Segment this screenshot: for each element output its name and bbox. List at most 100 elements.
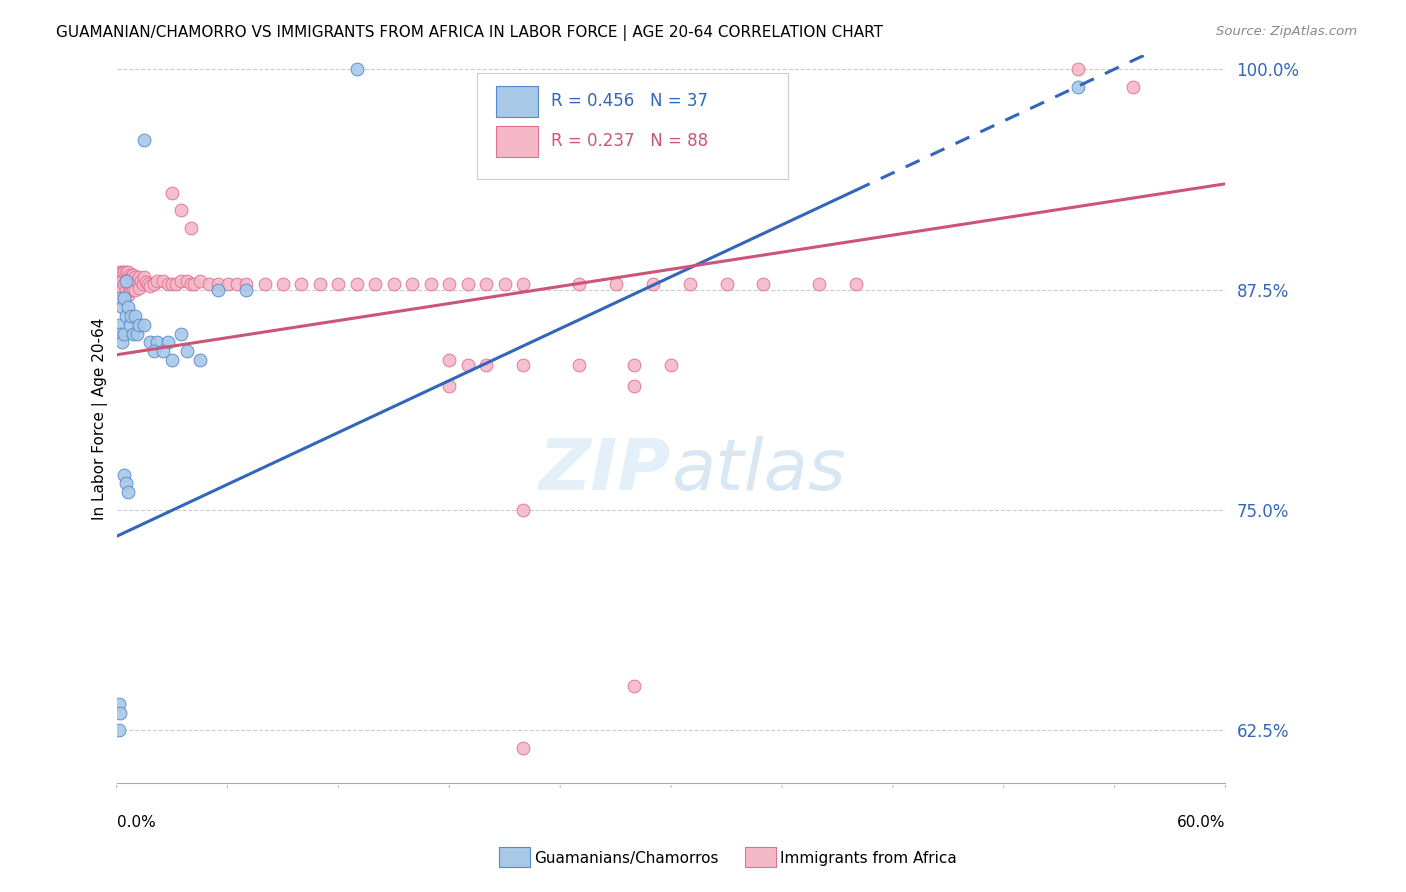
Point (146, 335, 169, 350)
Point (117, 288, 139, 302)
Point (512, 503, 534, 517)
Point (120, 270, 142, 285)
Point (139, 279, 162, 293)
Point (170, 274, 193, 288)
Point (225, 277, 247, 292)
Point (1066, 62, 1088, 77)
Point (112, 265, 135, 279)
Point (623, 359, 645, 373)
Point (107, 274, 129, 288)
Point (475, 277, 498, 292)
Point (157, 335, 180, 350)
Point (207, 277, 229, 292)
Point (623, 379, 645, 393)
Point (122, 326, 145, 341)
Point (235, 283, 257, 297)
Point (110, 706, 132, 720)
Point (152, 274, 174, 288)
Point (124, 270, 146, 285)
Point (807, 277, 830, 292)
Point (180, 220, 202, 235)
Point (419, 277, 441, 292)
Point (328, 277, 350, 292)
Text: R = 0.456   N = 37: R = 0.456 N = 37 (551, 92, 709, 110)
Point (142, 277, 165, 292)
Point (107, 697, 129, 711)
Point (364, 277, 387, 292)
Point (111, 283, 134, 297)
Point (152, 344, 174, 359)
Text: Source: ZipAtlas.com: Source: ZipAtlas.com (1216, 25, 1357, 38)
Point (605, 277, 627, 292)
Text: atlas: atlas (671, 435, 845, 505)
Point (117, 485, 139, 500)
Point (401, 277, 423, 292)
Point (659, 359, 682, 373)
Point (117, 265, 139, 279)
Point (118, 268, 141, 283)
Point (112, 467, 135, 482)
Point (124, 309, 146, 323)
Text: Guamanians/Chamorros: Guamanians/Chamorros (534, 851, 718, 865)
FancyBboxPatch shape (496, 127, 538, 157)
Point (176, 274, 198, 288)
Point (382, 277, 405, 292)
FancyBboxPatch shape (477, 73, 787, 179)
Point (112, 277, 135, 292)
Point (112, 326, 135, 341)
Point (752, 277, 775, 292)
Point (457, 277, 479, 292)
Point (128, 281, 150, 295)
Point (176, 344, 198, 359)
Point (131, 277, 153, 292)
Point (217, 277, 239, 292)
Point (124, 283, 146, 297)
Point (120, 283, 142, 297)
Point (157, 277, 180, 292)
Point (115, 274, 138, 288)
Point (134, 133, 156, 147)
Point (188, 274, 211, 288)
Point (439, 379, 461, 393)
Point (180, 277, 202, 292)
Point (198, 277, 221, 292)
Point (118, 281, 141, 295)
Point (107, 723, 129, 738)
Point (128, 318, 150, 332)
Point (134, 270, 156, 285)
Point (457, 359, 479, 373)
Point (117, 300, 139, 314)
Point (346, 62, 368, 77)
Point (125, 326, 148, 341)
Point (160, 277, 183, 292)
Point (115, 309, 138, 323)
Point (115, 274, 138, 288)
Point (110, 274, 132, 288)
Point (115, 283, 138, 297)
Point (110, 326, 132, 341)
Point (170, 326, 193, 341)
Text: Immigrants from Africa: Immigrants from Africa (780, 851, 957, 865)
Point (122, 268, 145, 283)
Point (136, 277, 159, 292)
Point (475, 359, 498, 373)
Point (110, 291, 132, 305)
Point (346, 277, 368, 292)
Point (170, 203, 193, 218)
Point (253, 277, 276, 292)
Point (122, 281, 145, 295)
Point (439, 277, 461, 292)
Point (115, 265, 138, 279)
Point (115, 476, 138, 491)
Point (134, 318, 156, 332)
Point (678, 277, 700, 292)
Point (107, 283, 129, 297)
Point (110, 283, 132, 297)
Point (135, 276, 157, 290)
Point (235, 277, 257, 292)
Point (183, 277, 205, 292)
Point (439, 353, 461, 368)
Point (309, 277, 332, 292)
Point (716, 277, 738, 292)
Point (129, 274, 152, 288)
